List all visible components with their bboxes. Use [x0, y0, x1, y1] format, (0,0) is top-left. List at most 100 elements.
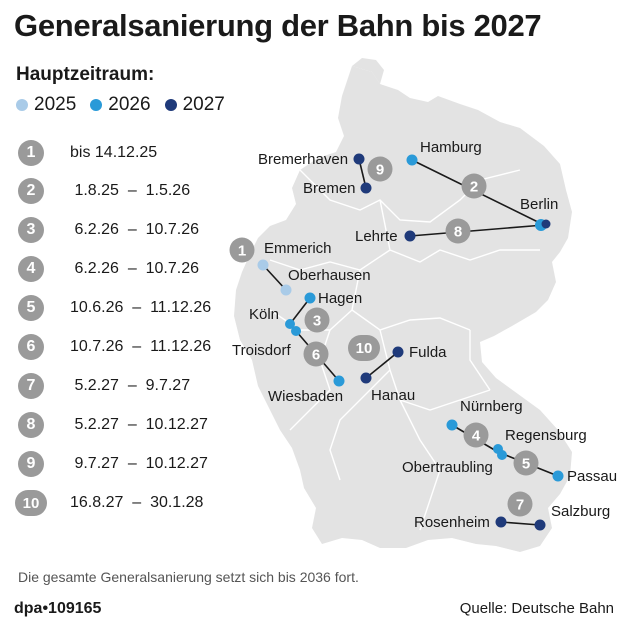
period-badge: 3	[18, 217, 44, 243]
legend-heading: Hauptzeitraum:	[16, 64, 155, 85]
map-badge-7: 7	[507, 491, 533, 517]
label-passau: Passau	[567, 468, 617, 485]
period-badge: 5	[18, 295, 44, 321]
svg-text:7: 7	[516, 497, 524, 514]
map-badge-10: 10	[348, 335, 380, 361]
period-row-3: 3 6.2.26 – 10.7.26	[18, 215, 258, 245]
period-badge: 1	[18, 140, 44, 166]
period-badge: 4	[18, 256, 44, 282]
label-fulda: Fulda	[409, 344, 447, 361]
period-dates: 10.7.26 – 11.12.26	[70, 338, 212, 355]
svg-text:6: 6	[312, 347, 320, 364]
label-berlin: Berlin	[520, 196, 558, 213]
svg-text:4: 4	[472, 428, 481, 445]
label-bremerhaven: Bremerhaven	[258, 151, 348, 168]
source-credit: Quelle: Deutsche Bahn	[459, 600, 614, 617]
label-koeln: Köln	[249, 306, 279, 323]
period-row-1: 1 bis 14.12.25	[18, 138, 258, 168]
label-hagen: Hagen	[318, 290, 362, 307]
period-dates: 6.2.26 – 10.7.26	[70, 221, 199, 238]
label-hanau: Hanau	[371, 387, 415, 404]
label-oberhausen: Oberhausen	[288, 267, 371, 284]
label-regensburg: Regensburg	[505, 427, 587, 444]
svg-text:5: 5	[522, 456, 530, 473]
period-dates: 9.7.27 – 10.12.27	[70, 455, 208, 472]
legend-dot-2027	[164, 99, 177, 111]
map-badge-1: 1	[229, 237, 255, 263]
dot-hamburg	[406, 154, 418, 166]
dot-hanau	[360, 372, 372, 384]
dot-berlin-b	[541, 219, 551, 229]
period-dates: 5.2.27 – 9.7.27	[70, 377, 191, 394]
germany-outline	[234, 66, 572, 552]
map-badge-5: 5	[513, 450, 539, 476]
label-emmerich: Emmerich	[264, 240, 332, 257]
period-row-9: 9 9.7.27 – 10.12.27	[18, 449, 258, 479]
legend-label-2025: 2025	[34, 94, 77, 115]
dot-koeln	[285, 319, 295, 329]
dot-wiesbaden	[333, 375, 345, 387]
legend-label-2026: 2026	[108, 94, 151, 115]
dot-hagen	[304, 292, 316, 304]
legend-item-2025: 2025	[16, 94, 76, 116]
legend-dot-2025	[16, 99, 28, 111]
svg-text:8: 8	[454, 224, 462, 241]
period-dates: 10.6.26 – 11.12.26	[70, 299, 212, 316]
period-badge: 2	[18, 178, 44, 204]
period-badge: 9	[18, 451, 44, 477]
label-lehrte: Lehrte	[355, 228, 398, 245]
label-bremen: Bremen	[303, 180, 356, 197]
period-row-6: 6 10.7.26 – 11.12.26	[18, 332, 258, 362]
dot-salzburg	[534, 519, 546, 531]
period-dates: bis 14.12.25	[70, 144, 158, 161]
period-badge: 10	[15, 490, 47, 516]
period-dates: 16.8.27 – 30.1.28	[70, 494, 204, 511]
map-badge-6: 6	[303, 341, 329, 367]
dot-obertraubling	[497, 450, 507, 460]
state-borders	[269, 169, 540, 531]
map-badge-3: 3	[304, 307, 330, 333]
legend-item-2026: 2026	[90, 94, 151, 116]
dot-troisdorf	[291, 326, 301, 336]
city-labels: Bremerhaven Bremen Hamburg Berlin Lehrte…	[232, 139, 617, 531]
period-badge: 8	[18, 412, 44, 438]
svg-text:10: 10	[356, 340, 373, 357]
label-hamburg: Hamburg	[420, 139, 482, 156]
label-wiesbaden: Wiesbaden	[268, 388, 343, 405]
period-badge: 7	[18, 373, 44, 399]
period-row-8: 8 5.2.27 – 10.12.27	[18, 410, 258, 440]
period-dates: 6.2.26 – 10.7.26	[70, 260, 199, 277]
dot-bremerhaven	[353, 153, 365, 165]
legend-dot-2026	[90, 99, 103, 111]
city-markers	[257, 153, 564, 531]
period-row-4: 4 6.2.26 – 10.7.26	[18, 254, 258, 284]
map-badge-8: 8	[445, 218, 471, 244]
period-badge: 6	[18, 334, 44, 360]
legend-item-2027: 2027	[164, 94, 225, 116]
dot-rosenheim	[495, 516, 507, 528]
map-badge-9: 9	[367, 156, 393, 182]
label-nuernberg: Nürnberg	[460, 398, 523, 415]
dot-passau	[552, 470, 564, 482]
label-rosenheim: Rosenheim	[414, 514, 490, 531]
footnote: Die gesamte Generalsanierung setzt sich …	[18, 569, 359, 585]
danish-border-region	[352, 58, 384, 84]
dot-lehrte	[404, 230, 416, 242]
page-title: Generalsanierung der Bahn bis 2027	[14, 8, 542, 43]
period-dates: 5.2.27 – 10.12.27	[70, 416, 208, 433]
legend-label-2027: 2027	[182, 94, 225, 115]
label-salzburg: Salzburg	[551, 503, 610, 520]
label-troisdorf: Troisdorf	[232, 342, 291, 359]
svg-text:1: 1	[238, 243, 246, 260]
dot-nuernberg	[446, 419, 458, 431]
dpa-credit: dpa•109165	[14, 600, 102, 617]
map-badge-2: 2	[461, 173, 487, 199]
year-legend: 2025 2026 2027	[16, 94, 239, 116]
period-row-5: 5 10.6.26 – 11.12.26	[18, 293, 258, 323]
period-row-2: 2 1.8.25 – 1.5.26	[18, 176, 258, 206]
dot-bremen	[360, 182, 372, 194]
dot-fulda	[392, 346, 404, 358]
svg-text:9: 9	[376, 162, 384, 179]
period-row-7: 7 5.2.27 – 9.7.27	[18, 371, 258, 401]
